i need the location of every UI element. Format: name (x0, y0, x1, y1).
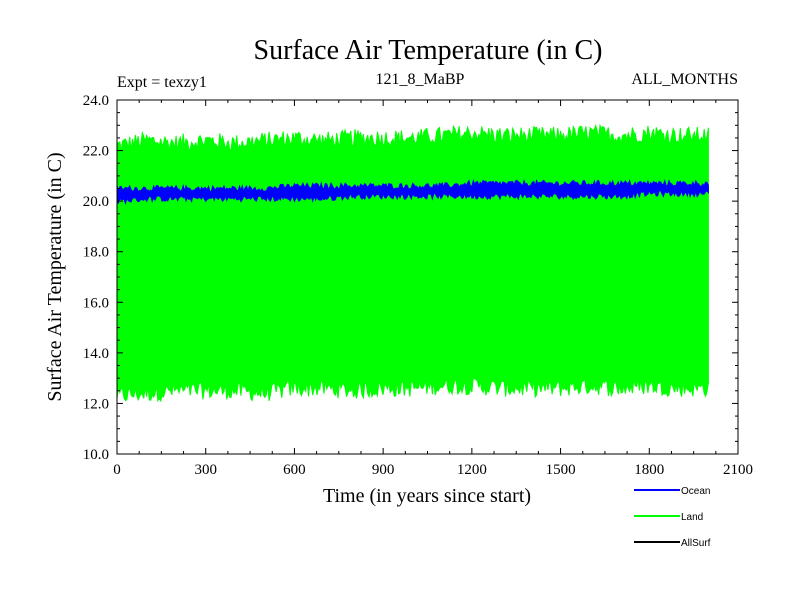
x-tick-label: 2100 (723, 462, 753, 478)
y-tick-label: 16.0 (83, 295, 109, 311)
y-tick-label: 20.0 (83, 194, 109, 210)
legend-land-label: Land (681, 512, 703, 523)
x-tick-label: 1800 (634, 462, 664, 478)
x-tick-label: 300 (194, 462, 217, 478)
legend: Ocean Land AllSurf (634, 486, 711, 549)
series-layer (116, 123, 709, 403)
legend-ocean-label: Ocean (681, 486, 710, 497)
y-tick-label: 12.0 (83, 396, 109, 412)
months-label: ALL_MONTHS (631, 71, 738, 88)
x-tick-label: 900 (372, 462, 395, 478)
y-tick-label: 22.0 (83, 144, 109, 160)
y-tick-label: 10.0 (83, 447, 109, 463)
x-tick-label: 1500 (546, 462, 576, 478)
series-ocean-band (116, 178, 709, 205)
x-tick-label: 600 (283, 462, 306, 478)
x-axis-label: Time (in years since start) (323, 485, 531, 507)
legend-allsurf-label: AllSurf (681, 538, 711, 549)
y-axis: 10.0 12.0 14.0 16.0 18.0 20.0 22.0 24.0 (83, 93, 738, 463)
chart-title: Surface Air Temperature (in C) (254, 35, 603, 66)
x-tick-label: 1200 (457, 462, 487, 478)
y-tick-label: 14.0 (83, 346, 109, 362)
x-tick-label: 0 (113, 462, 121, 478)
series-land-band (116, 123, 709, 403)
x-axis: 0 300 600 900 1200 1500 1800 2100 (113, 100, 753, 478)
period-label: 121_8_MaBP (376, 71, 465, 88)
experiment-label: Expt = texzy1 (117, 74, 207, 91)
y-axis-label: Surface Air Temperature (in C) (44, 152, 66, 401)
y-tick-label: 18.0 (83, 245, 109, 261)
y-tick-label: 24.0 (83, 93, 109, 109)
